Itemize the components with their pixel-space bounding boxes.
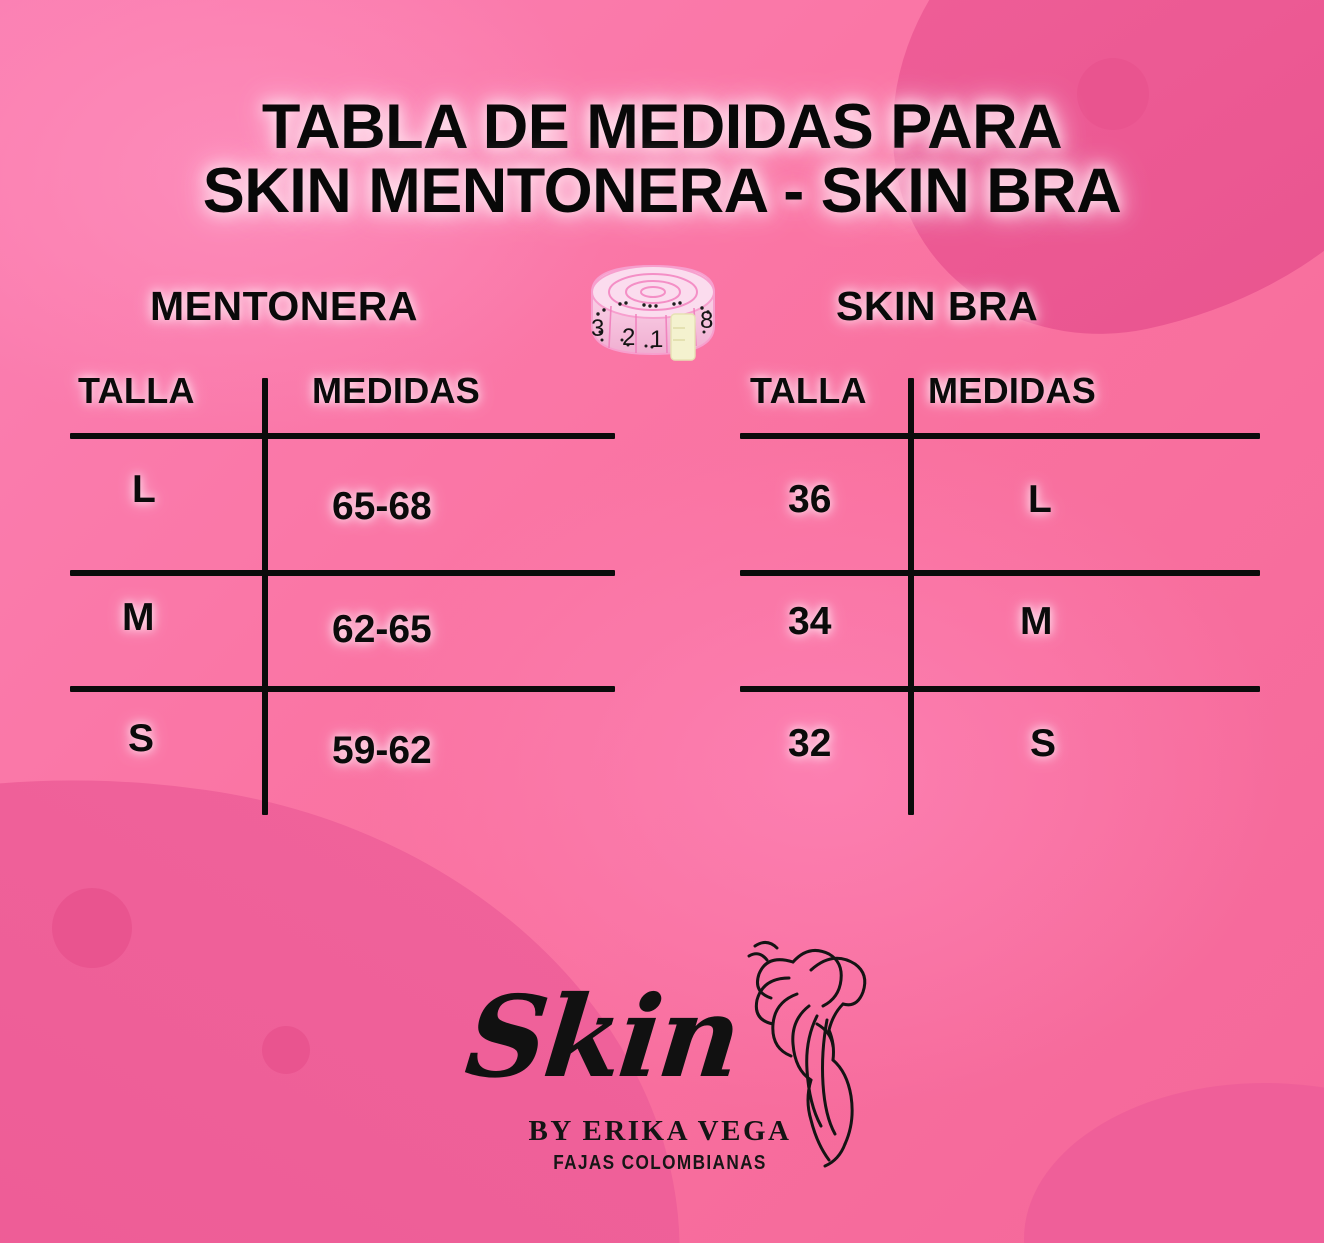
svg-text:8: 8 — [700, 307, 713, 334]
row-divider-2 — [740, 686, 1260, 692]
size-table-skin-bra: TALLA MEDIDAS 36 L 34 M 32 S — [740, 370, 1265, 815]
brand-tagline: FAJAS COLOMBIANAS — [553, 1152, 767, 1174]
section-title-mentonera: MENTONERA — [150, 283, 418, 329]
table-row: M — [1020, 600, 1053, 643]
header-divider — [740, 433, 1260, 439]
brand-logo: Skin — [455, 920, 885, 1200]
table-row: L — [132, 468, 156, 511]
table-row: S — [1030, 722, 1057, 765]
header-divider — [70, 433, 615, 439]
background-circle-bottom-left-small — [262, 1026, 310, 1074]
table-row: 32 — [788, 722, 832, 765]
table-row: 62-65 — [332, 608, 432, 651]
page-title: TABLA DE MEDIDAS PARA SKIN MENTONERA - S… — [202, 92, 1122, 227]
measuring-tape-icon: 3 2 1 7 8 — [591, 264, 715, 361]
table-header-talla: TALLA — [78, 370, 195, 411]
table-header-talla: TALLA — [750, 370, 867, 411]
table-row: 34 — [788, 600, 832, 643]
table-row: M — [122, 596, 155, 639]
background-circle-bottom-left-large — [52, 888, 132, 968]
svg-text:1: 1 — [650, 326, 663, 353]
table-row: 59-62 — [332, 729, 432, 772]
row-divider-1 — [740, 570, 1260, 576]
row-divider-2 — [70, 686, 615, 692]
row-divider-1 — [70, 570, 615, 576]
table-row: S — [128, 717, 155, 760]
size-table-mentonera: TALLA MEDIDAS L 65-68 M 62-65 S 59-62 — [70, 370, 630, 815]
svg-text:2: 2 — [622, 324, 635, 351]
table-row: 65-68 — [332, 485, 432, 528]
background-circle-top-right — [1077, 58, 1149, 130]
svg-text:3: 3 — [591, 315, 604, 342]
column-divider — [262, 378, 268, 815]
table-row: 36 — [788, 478, 832, 521]
brand-byline: BY ERIKA VEGA — [528, 1115, 792, 1147]
table-row: L — [1028, 478, 1052, 521]
table-header-medidas: MEDIDAS — [928, 370, 1097, 411]
female-silhouette-icon — [747, 941, 867, 1168]
column-divider — [908, 378, 914, 815]
section-title-skin-bra: SKIN BRA — [836, 283, 1039, 329]
table-header-medidas: MEDIDAS — [312, 370, 481, 411]
